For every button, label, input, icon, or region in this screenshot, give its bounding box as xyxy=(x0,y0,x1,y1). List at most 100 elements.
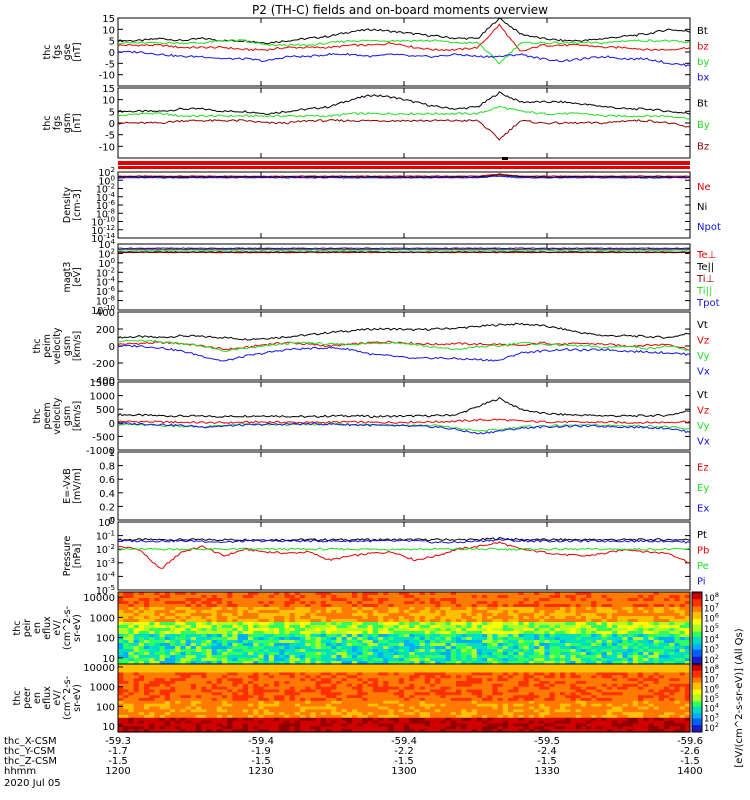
spectrogram-cell xyxy=(476,703,483,708)
spectrogram-cell xyxy=(170,669,176,674)
spectrogram-cell xyxy=(138,616,145,620)
spectrogram-cell xyxy=(154,658,161,662)
spectrogram-cell xyxy=(398,643,405,647)
spectrogram-cell xyxy=(326,646,332,650)
spectrogram-cell xyxy=(149,604,155,608)
spectrogram-cell xyxy=(596,607,603,611)
spectrogram-cell xyxy=(305,681,311,685)
spectrogram-cell xyxy=(554,649,561,653)
spectrogram-cell xyxy=(570,601,577,605)
spectrogram-cell xyxy=(627,598,634,602)
spectrogram-cell xyxy=(227,598,233,602)
spectrogram-cell xyxy=(502,613,509,617)
spectrogram-cell xyxy=(159,625,166,629)
spectrogram-cell xyxy=(320,664,327,668)
spectrogram-cell xyxy=(294,683,301,688)
spectrogram-cell xyxy=(648,664,655,668)
spectrogram-cell xyxy=(300,634,306,638)
spectrogram-cell xyxy=(575,640,582,644)
spectrogram-cell xyxy=(482,712,488,716)
spectrogram-cell xyxy=(258,658,265,662)
spectrogram-cell xyxy=(185,598,192,602)
spectrogram-cell xyxy=(159,646,166,650)
ylabel-line: Density xyxy=(62,187,73,223)
spectrogram-cell xyxy=(653,698,660,702)
spectrogram-cell xyxy=(170,637,176,641)
spectrogram-cell xyxy=(274,628,280,632)
spectrogram-cell xyxy=(430,640,436,644)
spectrogram-cell xyxy=(424,681,431,685)
spectrogram-cell xyxy=(393,646,400,650)
spectrogram-cell xyxy=(487,655,493,659)
spectrogram-cell xyxy=(289,595,296,599)
spectrogram-cell xyxy=(138,661,145,665)
spectrogram-cell xyxy=(492,610,499,614)
spectrogram-cell xyxy=(331,692,337,696)
spectrogram-cell xyxy=(300,695,306,699)
spectrogram-cell xyxy=(461,622,467,626)
spectrogram-cell xyxy=(440,601,447,605)
spectrogram-cell xyxy=(341,664,348,668)
spectrogram-cell xyxy=(492,666,499,671)
spectrogram-cell xyxy=(482,700,488,705)
spectrogram-cell xyxy=(258,652,265,656)
spectrogram-cell xyxy=(206,634,213,638)
ytick-label: 10-8 xyxy=(96,294,116,308)
spectrogram-cell xyxy=(674,634,681,638)
spectrogram-cell xyxy=(508,610,514,614)
spectrogram-cell xyxy=(118,672,124,676)
spectrogram-cell xyxy=(627,703,634,708)
spectrogram-cell xyxy=(196,616,202,620)
spectrogram-cell xyxy=(180,622,187,626)
spectrogram-cell xyxy=(580,610,587,614)
spectrogram-cell xyxy=(643,683,649,688)
spectrogram-cell xyxy=(528,703,535,708)
spectrogram-cell xyxy=(471,681,478,685)
spectrogram-cell xyxy=(487,646,493,650)
series-line-green xyxy=(117,547,690,551)
spectrogram-cell xyxy=(596,637,603,641)
spectrogram-cell xyxy=(263,625,270,629)
spectrogram-cell xyxy=(424,664,431,668)
spectrogram-cell xyxy=(274,695,280,699)
spectrogram-cell xyxy=(222,607,228,611)
spectrogram-cell xyxy=(435,649,441,653)
spectrogram-cell xyxy=(258,692,265,696)
spectrogram-cell xyxy=(497,664,504,668)
spectrogram-cell xyxy=(232,613,239,617)
spectrogram-cell xyxy=(502,672,509,676)
spectrogram-cell xyxy=(456,698,462,702)
spectrogram-cell xyxy=(471,637,478,641)
spectrogram-cell xyxy=(565,622,571,626)
spectrogram-cell xyxy=(331,686,337,691)
spectrogram-cell xyxy=(586,598,592,602)
spectrogram-cell xyxy=(279,692,285,696)
ytick-label: 5 xyxy=(109,37,115,48)
spectrogram-cell xyxy=(424,675,431,679)
spectrogram-cell xyxy=(435,666,441,671)
spectrogram-cell xyxy=(185,703,192,708)
spectrogram-cell xyxy=(232,709,239,713)
spectrogram-cell xyxy=(326,686,332,691)
spectrogram-cell xyxy=(409,592,415,596)
spectrogram-cell xyxy=(648,616,655,620)
spectrogram-cell xyxy=(565,666,571,671)
spectrogram-cell xyxy=(346,607,353,611)
spectrogram-cell xyxy=(149,598,155,602)
spectrogram-cell xyxy=(154,595,161,599)
spectrogram-cell xyxy=(201,646,207,650)
spectrogram-cell xyxy=(565,652,571,656)
spectrogram-cell xyxy=(123,616,129,620)
spectrogram-cell xyxy=(372,689,379,693)
spectrogram-cell xyxy=(398,619,405,623)
spectrogram-cell xyxy=(242,643,249,647)
spectrogram-cell xyxy=(622,649,629,653)
spectrogram-cell xyxy=(508,678,514,682)
spectrogram-cell xyxy=(404,655,410,659)
spectrogram-cell xyxy=(435,595,441,599)
spectrogram-cell xyxy=(258,683,265,688)
spectrogram-cell xyxy=(180,619,187,623)
spectrogram-cell xyxy=(341,628,348,632)
series-line-black xyxy=(117,322,690,341)
spectrogram-cell xyxy=(632,652,639,656)
